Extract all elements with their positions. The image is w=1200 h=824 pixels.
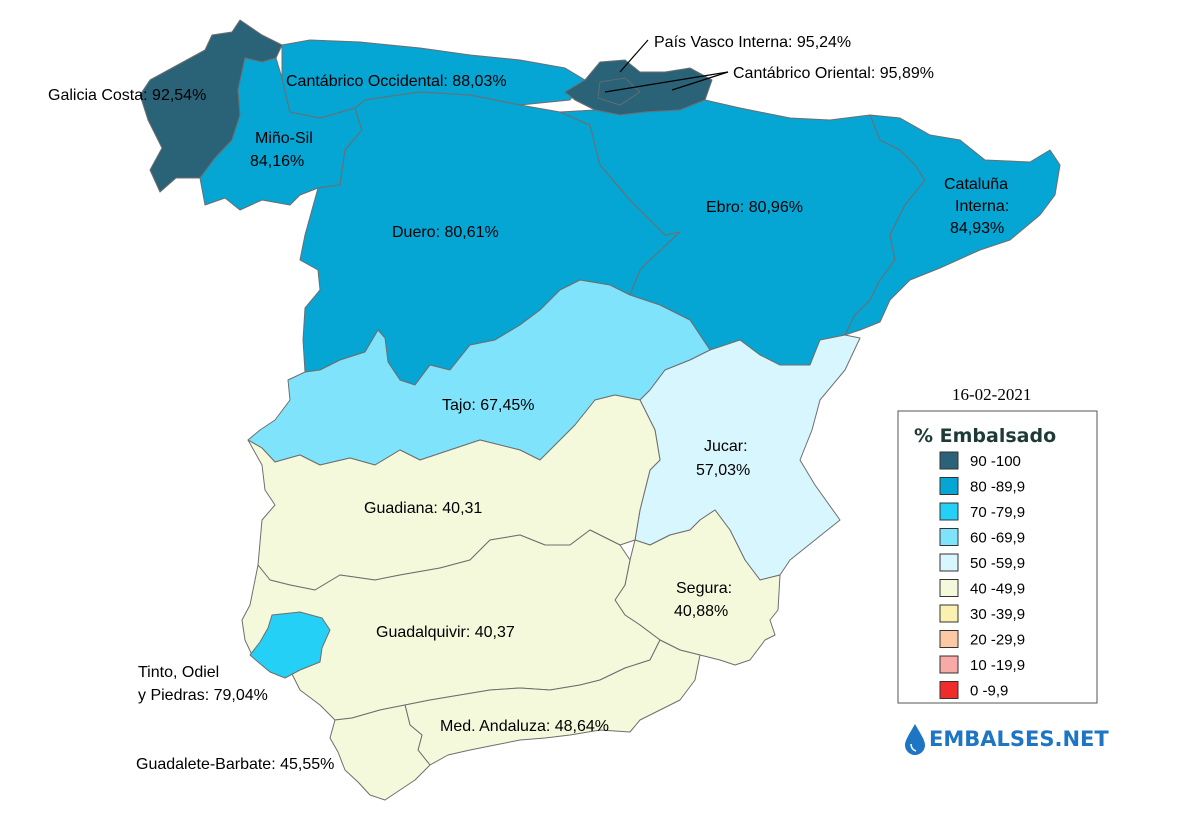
label-mino-sil-name: Miño-Sil <box>255 130 313 147</box>
label-cataluna-value: 84,93% <box>950 220 1004 237</box>
legend-label: 0 -9,9 <box>970 683 1008 700</box>
region-tinto-odiel-piedras[interactable] <box>249 611 331 679</box>
brand-logo: EMBALSES.NET <box>905 724 1109 755</box>
legend-title: % Embalsado <box>914 425 1056 447</box>
water-drop-icon <box>905 724 925 755</box>
label-guadiana: Guadiana: 40,31 <box>364 500 482 517</box>
label-segura-name: Segura: <box>676 580 732 597</box>
legend-swatch <box>939 681 959 699</box>
legend-label: 60 -69,9 <box>970 530 1025 547</box>
regions <box>139 19 1061 801</box>
legend-label: 10 -19,9 <box>970 657 1025 674</box>
legend-swatch <box>939 502 959 521</box>
legend-items: 90 -100 80 -89,9 70 -79,9 60 -69,9 50 -59,9 4… <box>939 451 1025 700</box>
legend-box <box>897 410 1098 704</box>
legend-label: 50 -59,9 <box>970 555 1025 572</box>
legend-swatch <box>939 579 959 597</box>
region-guadalete-barbate[interactable] <box>329 704 431 801</box>
region-cataluna-interna[interactable] <box>844 114 1061 336</box>
label-cantabrico-occidental: Cantábrico Occidental: 88,03% <box>286 73 507 90</box>
legend-swatch <box>939 451 959 470</box>
label-ebro: Ebro: 80,96% <box>706 199 803 216</box>
label-tajo: Tajo: 67,45% <box>442 397 535 414</box>
legend-swatch <box>939 528 959 546</box>
label-guadalquivir: Guadalquivir: 40,37 <box>376 624 515 641</box>
label-tinto-line1: Tinto, Odiel <box>138 664 219 681</box>
brand-text: EMBALSES.NET <box>929 727 1109 751</box>
label-pais-vasco-interna: País Vasco Interna: 95,24% <box>654 34 851 51</box>
label-jucar-value: 57,03% <box>696 462 750 479</box>
legend-label: 90 -100 <box>970 453 1021 470</box>
legend-label: 70 -79,9 <box>970 504 1025 521</box>
legend-label: 30 -39,9 <box>970 606 1025 623</box>
label-galicia-costa: Galicia Costa: 92,54% <box>48 87 206 104</box>
label-mino-sil-value: 84,16% <box>250 153 304 170</box>
legend-label: 40 -49,9 <box>970 581 1025 598</box>
label-tinto-line2: y Piedras: 79,04% <box>138 687 268 704</box>
label-cataluna-line1: Cataluña <box>944 176 1008 193</box>
label-cataluna-line2: Interna: <box>955 198 1009 215</box>
label-jucar-name: Jucar: <box>704 438 748 455</box>
legend: % Embalsado 90 -100 80 -89,9 70 -79,9 60 -6… <box>897 410 1098 704</box>
legend-swatch <box>939 630 959 648</box>
label-segura-value: 40,88% <box>674 603 728 620</box>
label-cantabrico-oriental: Cantábrico Oriental: 95,89% <box>733 65 934 82</box>
map-date: 16-02-2021 <box>952 385 1031 404</box>
legend-swatch <box>939 477 959 495</box>
label-duero: Duero: 80,61% <box>392 224 499 241</box>
label-guadalete-barbate: Guadalete-Barbate: 45,55% <box>136 756 334 773</box>
region-cantabrico-occidental[interactable] <box>281 39 586 119</box>
legend-label: 20 -29,9 <box>970 632 1025 649</box>
legend-swatch <box>939 604 959 623</box>
legend-label: 80 -89,9 <box>970 479 1025 496</box>
region-pais-vasco-interna[interactable] <box>597 77 641 106</box>
legend-swatch <box>939 655 959 674</box>
region-labels: Galicia Costa: 92,54% Cantábrico Occiden… <box>48 34 1009 773</box>
label-med-andaluza: Med. Andaluza: 48,64% <box>440 718 609 735</box>
legend-swatch <box>939 553 959 572</box>
